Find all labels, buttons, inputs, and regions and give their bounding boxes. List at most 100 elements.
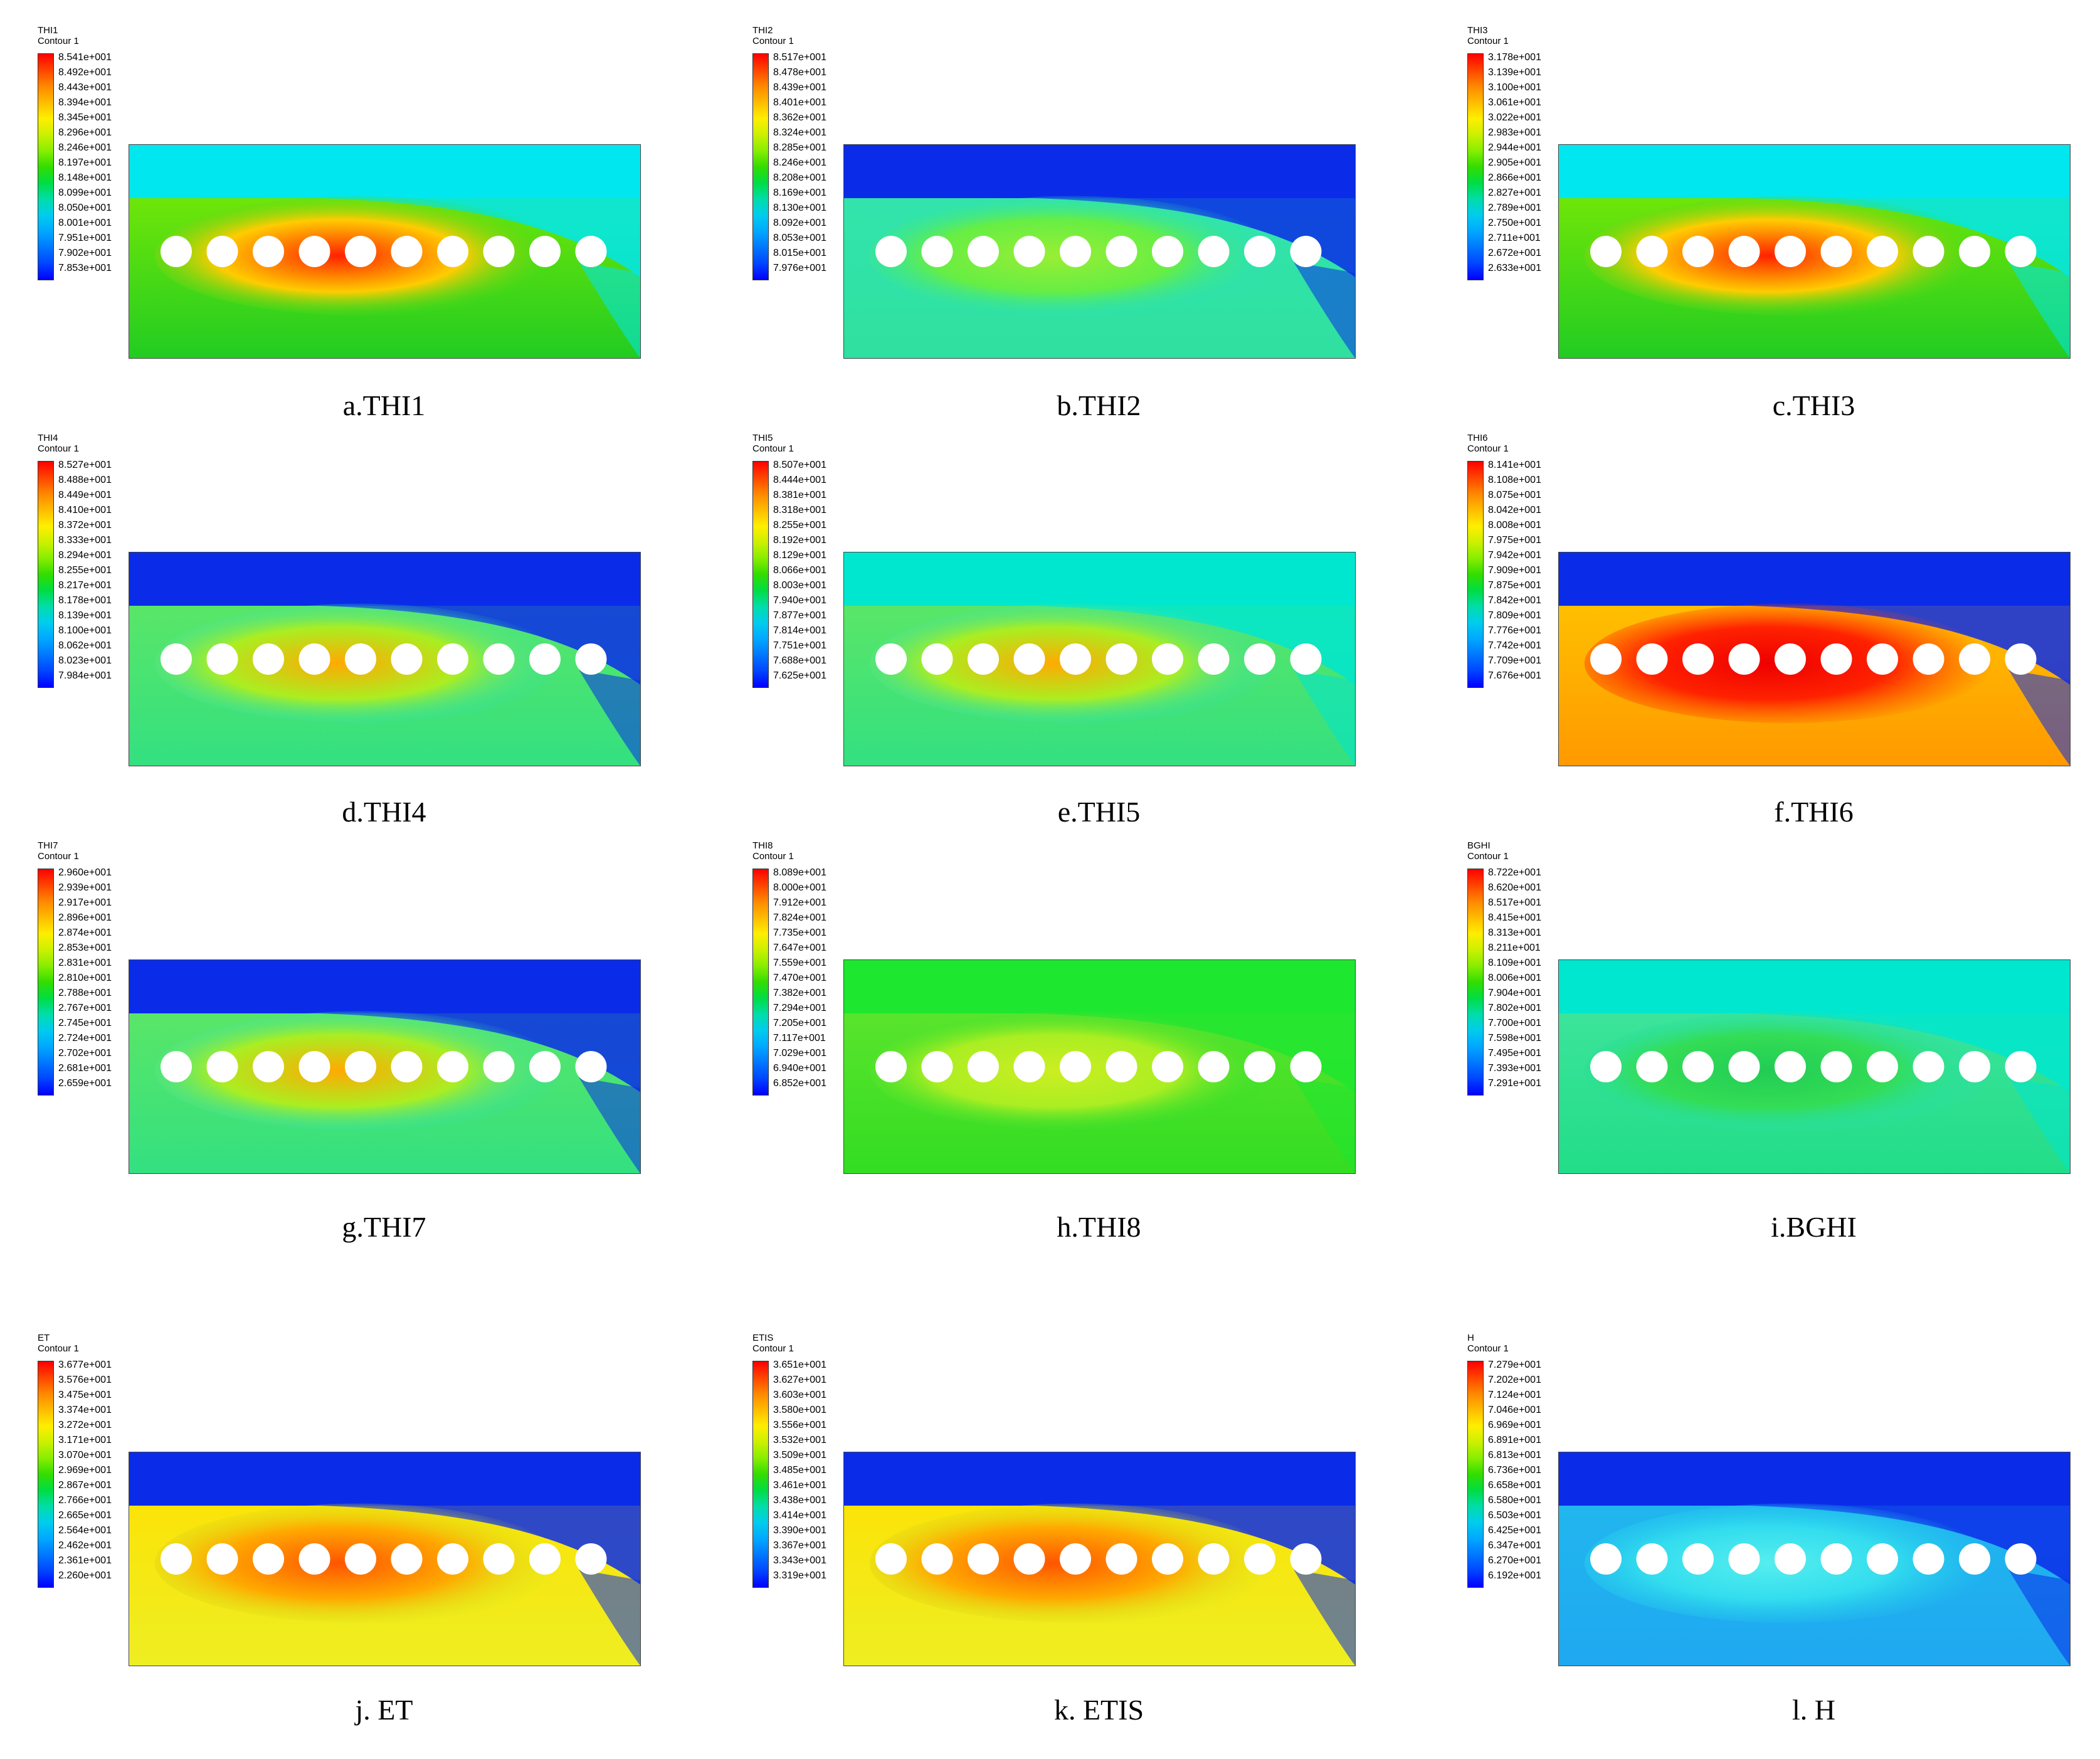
legend-tick-label: 8.401e+001 bbox=[773, 97, 826, 108]
legend-colorbar bbox=[752, 461, 769, 688]
pipe-circle bbox=[1959, 236, 1990, 267]
legend-tick-label: 3.171e+001 bbox=[58, 1435, 112, 1445]
pipe-circle bbox=[1290, 1543, 1322, 1575]
pipe-circle bbox=[345, 1543, 376, 1575]
legend-tick-label: 8.108e+001 bbox=[1488, 475, 1541, 485]
legend-tick-label: 2.917e+001 bbox=[58, 897, 112, 908]
legend-tick-label: 7.202e+001 bbox=[1488, 1375, 1541, 1385]
contour-panel-thi8: THI8 Contour 1 8.089e+001 8.000e+001 7.912e… bbox=[749, 840, 1427, 1229]
legend-tick-label: 8.296e+001 bbox=[58, 127, 112, 138]
legend-tick-label: 8.023e+001 bbox=[58, 655, 112, 666]
pipe-circle bbox=[298, 643, 330, 675]
legend-tick-label: 8.178e+001 bbox=[58, 595, 112, 606]
pipe-circle bbox=[298, 236, 330, 267]
contour-panel-bghi: BGHI Contour 1 8.722e+001 8.620e+001 8.517e… bbox=[1464, 840, 2100, 1229]
pipe-circle bbox=[253, 1051, 284, 1082]
legend-tick-label: 6.580e+001 bbox=[1488, 1495, 1541, 1506]
legend-tick-label: 8.294e+001 bbox=[58, 550, 112, 561]
pipe-circle bbox=[1636, 1051, 1668, 1082]
legend-tick-label: 8.062e+001 bbox=[58, 640, 112, 651]
legend-tick-label: 8.492e+001 bbox=[58, 67, 112, 78]
pipe-circle bbox=[1244, 643, 1275, 675]
legend-tick-label: 8.541e+001 bbox=[58, 52, 112, 63]
legend-tick-label: 8.722e+001 bbox=[1488, 867, 1541, 878]
legend-tick-label: 3.532e+001 bbox=[773, 1435, 826, 1445]
pipe-circle bbox=[1105, 643, 1137, 675]
pipe-circle bbox=[1913, 643, 1944, 675]
legend-tick-label: 3.580e+001 bbox=[773, 1405, 826, 1415]
pipe-circle bbox=[1105, 236, 1137, 267]
pipe-circle bbox=[1105, 1543, 1137, 1575]
legend-tick-label: 8.092e+001 bbox=[773, 218, 826, 228]
pipe-circle bbox=[1913, 1051, 1944, 1082]
legend-tick-label: 7.877e+001 bbox=[773, 610, 826, 621]
contour-panel-h: H Contour 1 7.279e+001 7.202e+001 7.124e+00… bbox=[1464, 1333, 2100, 1721]
legend-colorbar bbox=[1467, 53, 1484, 280]
contour-panel-thi2: THI2 Contour 1 8.517e+001 8.478e+001 8.439e… bbox=[749, 25, 1427, 414]
legend-tick-label: 8.372e+001 bbox=[58, 520, 112, 531]
legend-title: THI2 Contour 1 bbox=[752, 25, 794, 46]
legend-tick-label: 8.333e+001 bbox=[58, 535, 112, 546]
legend-tick-label: 8.141e+001 bbox=[1488, 460, 1541, 470]
legend-colorbar bbox=[38, 461, 54, 688]
legend-tick-label: 2.766e+001 bbox=[58, 1495, 112, 1506]
legend-colorbar bbox=[1467, 461, 1484, 688]
legend-tick-label: 2.789e+001 bbox=[1488, 203, 1541, 213]
contour-plot bbox=[843, 552, 1356, 766]
legend-tick-label: 8.015e+001 bbox=[773, 248, 826, 258]
legend-tick-label: 7.942e+001 bbox=[1488, 550, 1541, 561]
legend-tick-label: 7.809e+001 bbox=[1488, 610, 1541, 621]
legend-tick-label: 8.246e+001 bbox=[58, 142, 112, 153]
legend-colorbar bbox=[38, 869, 54, 1096]
legend-tick-label: 8.089e+001 bbox=[773, 867, 826, 878]
legend-tick-label: 2.361e+001 bbox=[58, 1555, 112, 1566]
legend-tick-label: 3.677e+001 bbox=[58, 1360, 112, 1370]
legend-colorbar bbox=[752, 53, 769, 280]
legend-tick-label: 8.109e+001 bbox=[1488, 958, 1541, 968]
legend-tick-label: 2.983e+001 bbox=[1488, 127, 1541, 138]
legend-title: BGHI Contour 1 bbox=[1467, 840, 1509, 862]
legend-tick-label: 8.148e+001 bbox=[58, 172, 112, 183]
pipe-circle bbox=[483, 643, 515, 675]
legend-tick-label: 2.665e+001 bbox=[58, 1510, 112, 1521]
legend-tick-label: 8.100e+001 bbox=[58, 625, 112, 636]
legend-tick-label: 7.902e+001 bbox=[58, 248, 112, 258]
legend-tick-label: 6.658e+001 bbox=[1488, 1480, 1541, 1491]
legend-colorbar bbox=[752, 1361, 769, 1588]
legend-title: H Contour 1 bbox=[1467, 1333, 1509, 1354]
pipe-circle bbox=[298, 1051, 330, 1082]
pipe-circle bbox=[161, 643, 192, 675]
pipe-circle bbox=[1775, 643, 1806, 675]
pipe-circle bbox=[1867, 643, 1898, 675]
legend-colorbar bbox=[1467, 1361, 1484, 1588]
legend-tick-label: 2.874e+001 bbox=[58, 927, 112, 938]
contour-plot bbox=[129, 144, 641, 359]
legend-tick-label: 8.285e+001 bbox=[773, 142, 826, 153]
legend-tick-label: 7.625e+001 bbox=[773, 670, 826, 681]
pipe-circle bbox=[253, 1543, 284, 1575]
legend-tick-label: 6.813e+001 bbox=[1488, 1450, 1541, 1461]
legend-tick-label: 7.776e+001 bbox=[1488, 625, 1541, 636]
pipe-circle bbox=[968, 1543, 999, 1575]
pipe-circle bbox=[1867, 1543, 1898, 1575]
pipe-circle bbox=[529, 1543, 561, 1575]
pipe-circle bbox=[437, 643, 468, 675]
contour-plot bbox=[1558, 144, 2071, 359]
pipe-circle bbox=[875, 1543, 907, 1575]
pipe-circle bbox=[161, 236, 192, 267]
contour-panel-thi7: THI7 Contour 1 2.960e+001 2.939e+001 2.917e… bbox=[34, 840, 712, 1229]
legend-tick-label: 8.318e+001 bbox=[773, 505, 826, 515]
panel-caption: k. ETIS bbox=[1053, 1694, 1144, 1726]
pipe-circle bbox=[1820, 1543, 1852, 1575]
legend-tick-label: 8.255e+001 bbox=[58, 565, 112, 576]
pipe-circle bbox=[1913, 1543, 1944, 1575]
pipe-circle bbox=[1682, 643, 1714, 675]
pipe-circle bbox=[2005, 236, 2037, 267]
legend-tick-label: 8.345e+001 bbox=[58, 112, 112, 123]
legend-tick-label: 8.001e+001 bbox=[58, 218, 112, 228]
legend-tick-label: 8.169e+001 bbox=[773, 188, 826, 198]
legend-tick-label: 7.117e+001 bbox=[773, 1033, 826, 1043]
legend-title: THI1 Contour 1 bbox=[38, 25, 79, 46]
legend-tick-label: 2.896e+001 bbox=[58, 912, 112, 923]
pipe-circle bbox=[1728, 236, 1760, 267]
